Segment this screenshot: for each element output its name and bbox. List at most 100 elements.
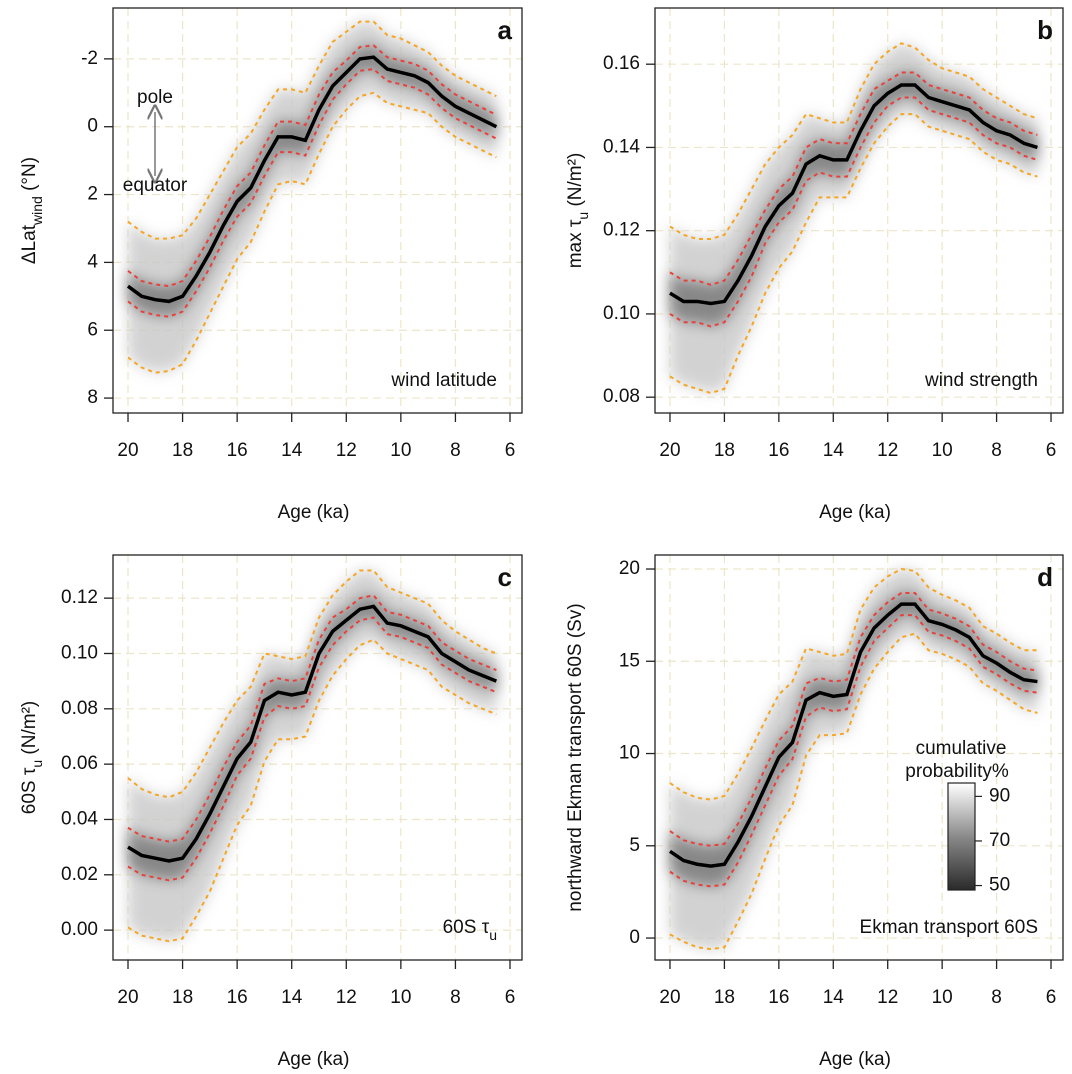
x-tick-label: 20 bbox=[659, 987, 680, 1008]
y-tick-label: 0.14 bbox=[603, 136, 640, 157]
y-axis-label-part: (N/m²) bbox=[565, 153, 586, 212]
bound-line bbox=[127, 616, 497, 882]
probability-shading bbox=[669, 43, 1038, 394]
x-tick-label: 8 bbox=[450, 987, 461, 1008]
x-axis-label: Age (ka) bbox=[278, 1049, 350, 1070]
x-tick-label: 20 bbox=[117, 987, 138, 1008]
x-axis-label: Age (ka) bbox=[819, 502, 891, 523]
panel: 20 18 16 14 12 10 8 6 -2 0 2 4 6 8 a Age (ka) ΔLatwind (… bbox=[19, 7, 523, 523]
y-axis-label-part: (°N) bbox=[19, 157, 40, 196]
y-tick-label: 0.04 bbox=[61, 808, 98, 829]
x-tick-label: 20 bbox=[117, 440, 138, 461]
x-tick-label: 10 bbox=[932, 440, 953, 461]
y-tick-label: 0 bbox=[87, 116, 98, 137]
y-axis-label-part: max τ bbox=[565, 219, 586, 268]
y-tick-label: -2 bbox=[81, 48, 98, 69]
colorbar bbox=[947, 782, 976, 891]
y-tick-label: 0.12 bbox=[603, 220, 640, 241]
bound-line bbox=[669, 42, 1038, 241]
x-tick-label: 6 bbox=[505, 440, 516, 461]
panel: 20 18 16 14 12 10 8 6 0.00 0.02 0.04 0.06 0.08 0.10 0.… bbox=[19, 554, 523, 1070]
y-tick-label: 8 bbox=[87, 387, 98, 408]
bound-line bbox=[669, 632, 1038, 951]
y-tick-label: 0.12 bbox=[61, 587, 98, 608]
annotation-part: wind strength bbox=[924, 370, 1038, 391]
y-axis-label-part: northward Ekman transport 60S (Sv) bbox=[565, 603, 586, 911]
arrow-label: pole bbox=[137, 87, 173, 108]
panel-label: d bbox=[1037, 562, 1053, 592]
x-tick-label: 10 bbox=[390, 440, 411, 461]
annotation: Ekman transport 60S bbox=[860, 917, 1038, 938]
x-tick-label: 10 bbox=[932, 987, 953, 1008]
x-tick-label: 12 bbox=[877, 987, 898, 1008]
annotation-part: u bbox=[489, 927, 497, 943]
x-tick-label: 16 bbox=[768, 440, 789, 461]
x-tick-label: 8 bbox=[450, 440, 461, 461]
y-tick-label: 2 bbox=[87, 184, 98, 205]
panel-label: b bbox=[1037, 15, 1053, 45]
x-tick-label: 14 bbox=[823, 440, 845, 461]
annotation: 60S τu bbox=[443, 917, 497, 943]
arrow-label: equator bbox=[123, 175, 188, 196]
panel-label: a bbox=[498, 15, 513, 45]
annotation: wind latitude bbox=[390, 370, 497, 391]
x-tick-label: 16 bbox=[768, 987, 789, 1008]
x-tick-label: 18 bbox=[714, 440, 735, 461]
median-line bbox=[126, 55, 498, 304]
y-tick-label: 0.10 bbox=[61, 642, 98, 663]
y-tick-label: 0.08 bbox=[603, 386, 640, 407]
y-tick-label: 20 bbox=[619, 558, 640, 579]
bound-line bbox=[669, 71, 1038, 286]
bound-line bbox=[127, 44, 497, 288]
y-tick-label: 10 bbox=[619, 743, 640, 764]
bound-line bbox=[669, 614, 1038, 888]
colorbar-tick-label: 50 bbox=[989, 875, 1010, 896]
y-tick-label: 0.10 bbox=[603, 303, 640, 324]
y-axis-label-part: u bbox=[29, 760, 45, 768]
x-tick-label: 6 bbox=[505, 987, 516, 1008]
median-line bbox=[127, 604, 498, 863]
median-line bbox=[668, 602, 1038, 868]
x-tick-label: 12 bbox=[336, 440, 357, 461]
x-axis-label: Age (ka) bbox=[819, 1049, 891, 1070]
y-axis-label: ΔLatwind (°N) bbox=[19, 157, 45, 264]
colorbar-title: cumulative bbox=[916, 738, 1007, 759]
median-line bbox=[669, 83, 1038, 306]
y-tick-label: 0.16 bbox=[603, 53, 640, 74]
y-tick-label: 15 bbox=[619, 650, 640, 671]
panel: 20 18 16 14 12 10 8 6 0 5 10 15 20 d Age (ka) northward… bbox=[565, 554, 1064, 1070]
colorbar-tick-label: 90 bbox=[989, 785, 1010, 806]
x-tick-label: 16 bbox=[227, 440, 248, 461]
annotation-part: Ekman transport 60S bbox=[860, 917, 1038, 938]
x-tick-label: 12 bbox=[877, 440, 898, 461]
probability-shading bbox=[128, 45, 497, 317]
bound-line bbox=[127, 20, 497, 240]
colorbar-title: probability% bbox=[905, 761, 1009, 782]
bound-line bbox=[127, 68, 497, 318]
probability-shading bbox=[128, 595, 497, 881]
y-tick-label: 5 bbox=[629, 835, 640, 856]
y-tick-label: 0.06 bbox=[61, 753, 98, 774]
x-tick-label: 16 bbox=[227, 987, 248, 1008]
y-axis-label: northward Ekman transport 60S (Sv) bbox=[565, 603, 586, 911]
probability-shading bbox=[669, 569, 1038, 950]
x-tick-label: 14 bbox=[281, 440, 303, 461]
x-tick-label: 18 bbox=[172, 440, 193, 461]
y-tick-label: 6 bbox=[87, 319, 98, 340]
y-axis-label-part: u bbox=[575, 212, 591, 220]
bound-line bbox=[669, 96, 1038, 328]
annotation-part: wind latitude bbox=[390, 370, 497, 391]
x-tick-label: 10 bbox=[390, 987, 411, 1008]
plot-frame bbox=[112, 554, 523, 961]
y-tick-label: 0.08 bbox=[61, 698, 98, 719]
x-tick-label: 12 bbox=[336, 987, 357, 1008]
x-tick-label: 20 bbox=[659, 440, 680, 461]
y-axis-label-part: 60S τ bbox=[19, 767, 40, 814]
x-tick-label: 6 bbox=[1046, 987, 1057, 1008]
y-axis-label-part: (N/m²) bbox=[19, 701, 40, 760]
y-tick-label: 0 bbox=[629, 927, 640, 948]
y-tick-label: 0.02 bbox=[61, 864, 98, 885]
panel-label: c bbox=[498, 562, 512, 592]
plot-frame bbox=[654, 554, 1064, 961]
